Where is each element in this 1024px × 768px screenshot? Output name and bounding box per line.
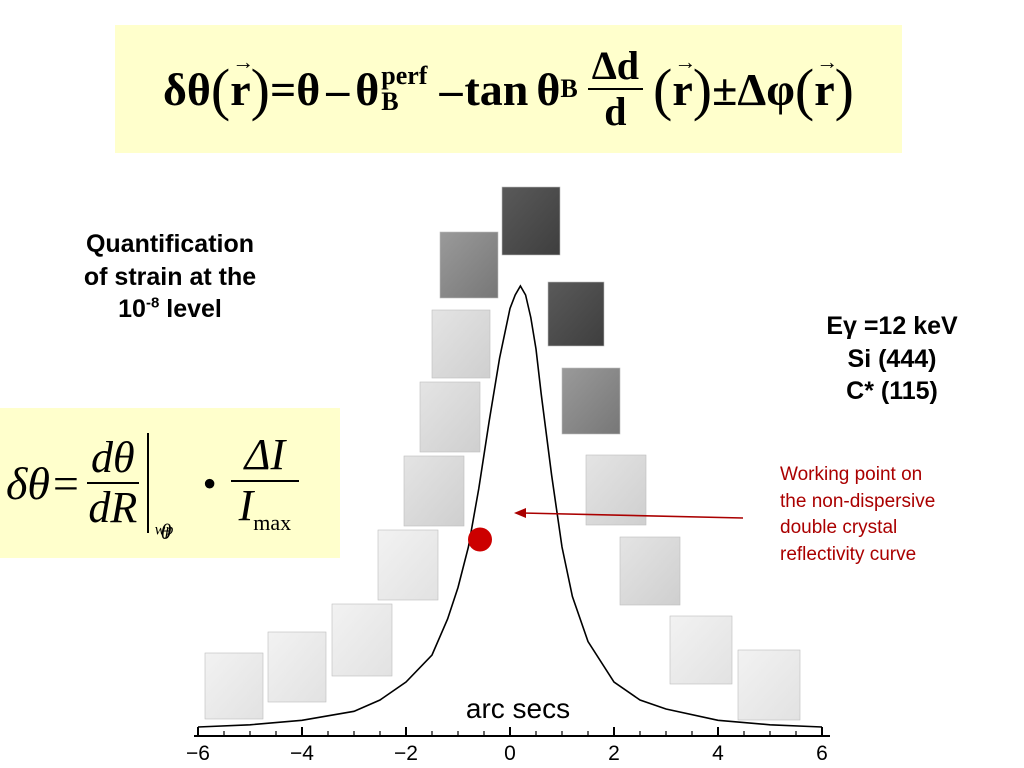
eq2-dot: •	[202, 460, 217, 506]
eq-vec-r: r	[230, 49, 255, 116]
topograph-image	[377, 529, 439, 601]
annotation-line-2: the non-dispersive	[780, 490, 936, 512]
x-tick-label: −4	[290, 742, 314, 765]
x-tick-label: 6	[816, 742, 828, 765]
eq2-frac2-den: I	[238, 480, 254, 530]
topograph-image	[431, 309, 491, 379]
eq2-frac1-den: dR	[88, 483, 138, 532]
eq-minus: –	[326, 63, 350, 115]
x-axis-label: arc secs	[466, 693, 570, 724]
topograph-image	[561, 367, 621, 435]
eq2-eval-sub: θ	[160, 519, 172, 544]
topograph-image	[403, 455, 465, 527]
x-tick-label: 0	[504, 742, 516, 765]
annotation-line-4: reflectivity curve	[780, 543, 917, 565]
eq-minus2: –	[439, 63, 463, 115]
x-tick-label: −6	[186, 742, 210, 765]
eq-tan: tan	[464, 63, 529, 115]
topograph-image	[737, 649, 801, 721]
quantification-line-2: of strain at the	[83, 262, 257, 291]
quantification-line-1: Quantification	[85, 230, 255, 258]
eq-theta: θ	[296, 63, 321, 115]
eq-theta-b2: θ	[536, 63, 561, 115]
eq2-lhs: δθ=	[6, 457, 82, 509]
eq2-evaluation-bar: θ wp	[146, 433, 189, 544]
eq2-frac2-den-sub: max	[253, 509, 292, 535]
topograph-image	[204, 652, 264, 720]
eq-equals: =	[269, 63, 297, 115]
annotation-line-3: double crystal	[780, 517, 898, 539]
topograph-image	[419, 381, 481, 453]
eq-fraction: Δd d	[587, 44, 644, 134]
eq2-eval-sub-wp: wp	[154, 521, 174, 538]
eq-vec-r2: r	[672, 49, 697, 116]
eq-vec-r3: r	[814, 49, 839, 116]
experiment-conditions: Eγ =12 keV Si (444) C* (115)	[792, 310, 992, 408]
topograph-images	[204, 186, 801, 721]
x-axis: −6 −4 −2 0 2 4 6	[186, 727, 830, 765]
conditions-c: C* (115)	[846, 377, 938, 405]
eq-frac-num: Δd	[587, 44, 644, 90]
quantification-text: Quantification of strain at the 10-8 lev…	[40, 228, 300, 326]
eq-sup-perf: perf	[381, 61, 428, 90]
eq2-fraction-1: dθ dR	[87, 433, 139, 533]
quantification-rest: level	[159, 295, 222, 323]
eq2-frac2-num: ΔI	[230, 430, 300, 482]
eq-frac-den: d	[604, 89, 627, 134]
topograph-image	[331, 603, 393, 677]
eq2-fraction-2: ΔI Imax	[230, 430, 300, 535]
eq-sub-b2: B	[560, 74, 578, 103]
topograph-image	[547, 281, 605, 347]
working-point-equation-box: δθ= dθ dR θ wp • ΔI Imax	[0, 408, 340, 558]
eq-pm: ±	[712, 63, 738, 115]
topograph-image	[439, 231, 499, 299]
quantification-base: 10	[118, 295, 146, 323]
topograph-image	[669, 615, 733, 685]
strain-equation-box: δθ (r) = θ – θ perf B – tan θB Δd d (r) …	[115, 25, 902, 153]
reflectivity-curve	[197, 284, 823, 728]
eq-lhs: δθ	[163, 63, 211, 115]
conditions-si: Si (444)	[847, 344, 937, 373]
eq-delta-phi: Δφ	[737, 63, 795, 115]
topograph-image	[585, 454, 647, 526]
conditions-energy: Eγ =12 keV	[826, 312, 958, 340]
working-point-annotation: Working point on the non-dispersive doub…	[780, 462, 1020, 568]
topograph-image	[267, 631, 327, 703]
x-tick-label: −2	[394, 742, 418, 765]
working-point-marker	[468, 527, 492, 552]
topograph-image	[501, 186, 561, 256]
x-tick-label: 4	[712, 742, 724, 765]
eq-sub-b: B	[381, 87, 399, 116]
topograph-image	[619, 536, 681, 606]
eq-theta-b: θ	[355, 63, 380, 115]
eq2-frac1-num: dθ	[87, 433, 139, 484]
working-point-arrow	[514, 508, 744, 519]
annotation-line-1: Working point on	[780, 464, 923, 485]
x-tick-label: 2	[608, 742, 620, 765]
quantification-exponent: -8	[145, 294, 160, 312]
